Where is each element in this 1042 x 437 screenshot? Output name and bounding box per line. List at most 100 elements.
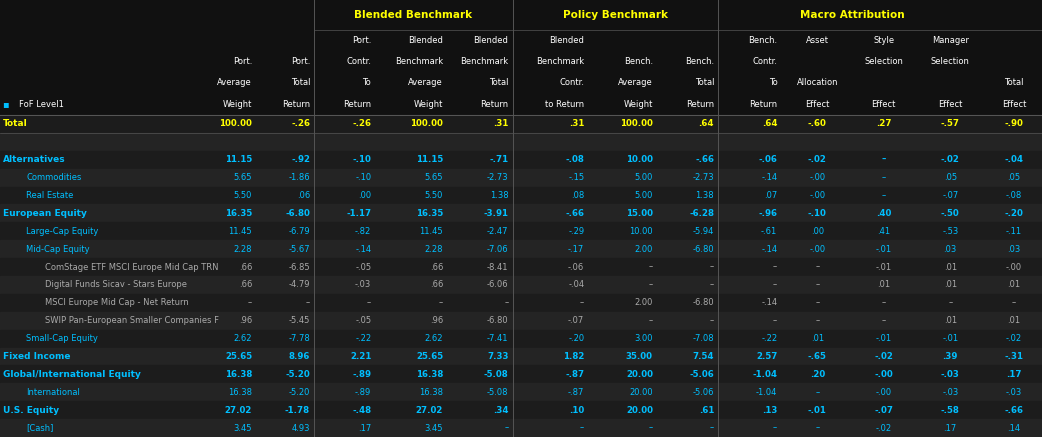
Text: 1.38: 1.38 bbox=[695, 191, 714, 200]
Text: -.04: -.04 bbox=[568, 281, 585, 289]
Text: .01: .01 bbox=[811, 334, 824, 343]
Text: -5.06: -5.06 bbox=[690, 370, 714, 379]
Text: Commodities: Commodities bbox=[26, 173, 81, 182]
Text: -.20: -.20 bbox=[1004, 209, 1023, 218]
Text: Effect: Effect bbox=[1001, 100, 1026, 109]
Text: Allocation: Allocation bbox=[796, 79, 838, 87]
Text: –: – bbox=[580, 298, 585, 307]
Text: .17: .17 bbox=[1007, 370, 1022, 379]
Text: .03: .03 bbox=[944, 245, 957, 253]
Text: -.65: -.65 bbox=[808, 352, 826, 361]
Text: -.05: -.05 bbox=[355, 316, 371, 325]
Text: -5.67: -5.67 bbox=[289, 245, 311, 253]
Text: -.00: -.00 bbox=[810, 173, 825, 182]
Text: –: – bbox=[773, 263, 777, 271]
Text: Contr.: Contr. bbox=[752, 57, 777, 66]
Bar bbox=[0, 240, 1042, 258]
Bar bbox=[0, 329, 1042, 347]
Text: -.08: -.08 bbox=[566, 155, 585, 164]
Text: .64: .64 bbox=[698, 119, 714, 128]
Text: -.04: -.04 bbox=[1004, 155, 1023, 164]
Text: –: – bbox=[773, 316, 777, 325]
Text: Weight: Weight bbox=[623, 100, 653, 109]
Text: .64: .64 bbox=[762, 119, 777, 128]
Text: U.S. Equity: U.S. Equity bbox=[3, 406, 59, 415]
Text: .00: .00 bbox=[811, 227, 824, 236]
Text: Weight: Weight bbox=[414, 100, 443, 109]
Text: -.08: -.08 bbox=[1006, 191, 1022, 200]
Text: -2.47: -2.47 bbox=[487, 227, 508, 236]
Text: –: – bbox=[1012, 298, 1016, 307]
Text: -6.85: -6.85 bbox=[289, 263, 311, 271]
Text: -5.45: -5.45 bbox=[289, 316, 311, 325]
Text: 16.38: 16.38 bbox=[416, 370, 443, 379]
Text: -6.80: -6.80 bbox=[693, 245, 714, 253]
Text: -.22: -.22 bbox=[762, 334, 777, 343]
Text: -.14: -.14 bbox=[762, 173, 777, 182]
Text: -5.94: -5.94 bbox=[693, 227, 714, 236]
Text: -.06: -.06 bbox=[759, 155, 777, 164]
Text: Benchmark: Benchmark bbox=[537, 57, 585, 66]
Text: Average: Average bbox=[408, 79, 443, 87]
Text: -.02: -.02 bbox=[874, 352, 893, 361]
Text: –: – bbox=[773, 423, 777, 433]
Text: .31: .31 bbox=[493, 119, 508, 128]
Text: .41: .41 bbox=[877, 227, 890, 236]
Text: -.01: -.01 bbox=[942, 334, 959, 343]
Text: -.82: -.82 bbox=[355, 227, 371, 236]
Text: .10: .10 bbox=[569, 406, 585, 415]
Text: -.07: -.07 bbox=[942, 191, 959, 200]
Text: Bench.: Bench. bbox=[748, 36, 777, 45]
Text: –: – bbox=[648, 423, 653, 433]
Text: Average: Average bbox=[218, 79, 252, 87]
Text: -.89: -.89 bbox=[355, 388, 371, 397]
Text: Contr.: Contr. bbox=[346, 57, 371, 66]
Text: –: – bbox=[882, 173, 886, 182]
Text: -.87: -.87 bbox=[565, 370, 585, 379]
Text: Return: Return bbox=[343, 100, 371, 109]
Text: -4.79: -4.79 bbox=[289, 281, 311, 289]
Text: -3.91: -3.91 bbox=[483, 209, 508, 218]
Text: 16.38: 16.38 bbox=[228, 388, 252, 397]
Text: 20.00: 20.00 bbox=[629, 388, 653, 397]
Text: Weight: Weight bbox=[223, 100, 252, 109]
Text: .17: .17 bbox=[944, 423, 957, 433]
Text: –: – bbox=[815, 423, 819, 433]
Text: –: – bbox=[882, 155, 886, 164]
Text: -.89: -.89 bbox=[352, 370, 371, 379]
Bar bbox=[0, 401, 1042, 419]
Text: .66: .66 bbox=[429, 281, 443, 289]
Bar bbox=[0, 222, 1042, 240]
Text: .01: .01 bbox=[877, 281, 890, 289]
Text: Blended: Blended bbox=[549, 36, 585, 45]
Text: Total: Total bbox=[695, 79, 714, 87]
Text: -6.80: -6.80 bbox=[487, 316, 508, 325]
Text: -6.79: -6.79 bbox=[289, 227, 311, 236]
Text: –: – bbox=[710, 316, 714, 325]
Text: 5.50: 5.50 bbox=[425, 191, 443, 200]
Text: 16.38: 16.38 bbox=[225, 370, 252, 379]
Text: -.01: -.01 bbox=[808, 406, 826, 415]
Text: -7.08: -7.08 bbox=[693, 334, 714, 343]
Text: Average: Average bbox=[618, 79, 653, 87]
Text: -.01: -.01 bbox=[875, 245, 892, 253]
Text: .05: .05 bbox=[1008, 173, 1020, 182]
Text: -.11: -.11 bbox=[1006, 227, 1022, 236]
Text: -.02: -.02 bbox=[875, 423, 892, 433]
Text: –: – bbox=[773, 281, 777, 289]
Text: Port.: Port. bbox=[232, 57, 252, 66]
Text: 3.00: 3.00 bbox=[635, 334, 653, 343]
Text: 2.57: 2.57 bbox=[755, 352, 777, 361]
Text: Return: Return bbox=[282, 100, 311, 109]
Text: 100.00: 100.00 bbox=[620, 119, 653, 128]
Text: –: – bbox=[948, 298, 952, 307]
Text: –: – bbox=[710, 423, 714, 433]
Text: -.07: -.07 bbox=[874, 406, 893, 415]
Text: Macro Attribution: Macro Attribution bbox=[800, 10, 904, 20]
Text: 10.00: 10.00 bbox=[626, 155, 653, 164]
Text: To: To bbox=[363, 79, 371, 87]
Text: Port.: Port. bbox=[291, 57, 311, 66]
Text: –: – bbox=[710, 263, 714, 271]
Text: –: – bbox=[367, 298, 371, 307]
Bar bbox=[0, 187, 1042, 205]
